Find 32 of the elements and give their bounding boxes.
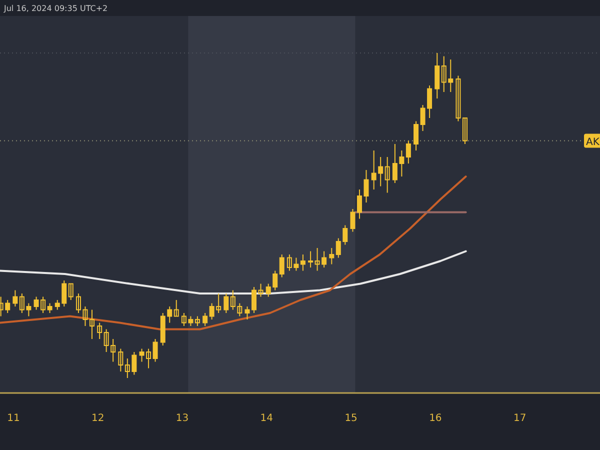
candlestick — [89, 309, 94, 340]
x-tick-label: 14 — [260, 413, 274, 424]
candlestick — [279, 254, 284, 278]
x-tick-label: 15 — [344, 413, 358, 424]
candlestick — [12, 290, 18, 307]
candlestick — [462, 118, 468, 144]
text: Jul 16, 2024 09:35 UTC+2 — [3, 4, 108, 13]
candlestick — [258, 283, 264, 298]
x-tick-label: 12 — [92, 413, 104, 424]
candlestick — [308, 250, 314, 268]
candlestick — [118, 348, 124, 372]
candlestick — [456, 75, 461, 122]
candlestick — [300, 254, 306, 272]
candlestick — [152, 338, 158, 362]
x-tick-label: 11 — [7, 413, 20, 424]
candlestick — [384, 156, 390, 194]
candlestick — [350, 208, 356, 232]
candlestick — [97, 322, 102, 340]
candlestick — [174, 300, 179, 317]
candlestick — [68, 283, 74, 300]
x-tick-label: 16 — [429, 413, 442, 424]
candlestick — [406, 140, 411, 164]
candlestick — [194, 316, 200, 326]
candlestick — [224, 293, 229, 314]
x-tick-label: 13 — [176, 413, 189, 424]
candlestick — [414, 120, 419, 151]
candlestick — [202, 312, 208, 326]
candlestick — [329, 248, 334, 265]
candlestick — [47, 302, 52, 314]
x-tick-label: 17 — [513, 413, 526, 424]
ref-line-label: AK — [586, 136, 600, 148]
candlestick — [434, 52, 440, 99]
